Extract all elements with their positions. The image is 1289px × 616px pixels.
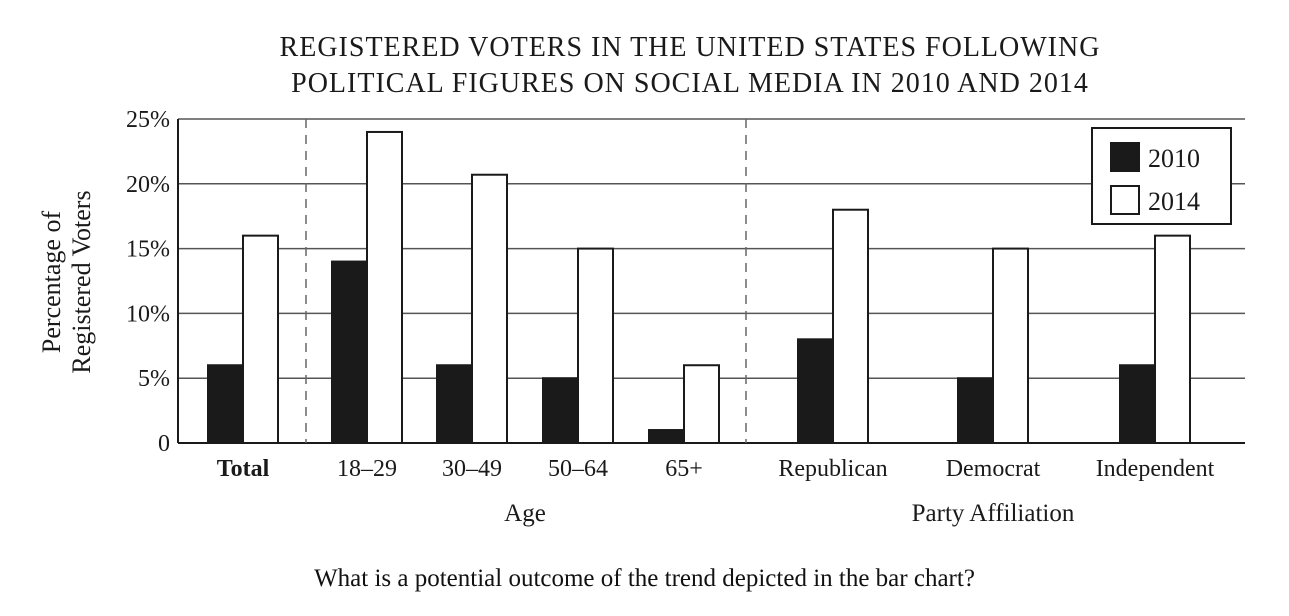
plot-area: 0 5% 10% 15% 20% 25% Total 18–29 30–49 50–64 65+ Re…	[126, 107, 1245, 527]
bar-2010-Total	[207, 364, 244, 444]
x-tick-label: 50–64	[548, 456, 608, 482]
bar-2014-Democrat	[992, 247, 1029, 444]
bar-2014-Total	[242, 234, 279, 444]
y-axis-label: Percentage of Registered Voters	[37, 190, 96, 373]
bar-2010-Republican	[797, 338, 834, 445]
y-tick-label: 10%	[126, 301, 170, 327]
bar-2014-30–49	[471, 173, 508, 444]
x-tick-label: Republican	[778, 456, 887, 482]
y-tick-label: 25%	[126, 107, 170, 133]
bar-2010-18–29	[331, 260, 368, 444]
bar-2010-65+	[648, 429, 685, 445]
group-label: Party Affiliation	[912, 500, 1075, 527]
group-label: Age	[504, 500, 546, 527]
bar-2010-30–49	[436, 364, 473, 444]
bar-2014-50–64	[577, 247, 614, 444]
legend-label-2010: 2010	[1148, 144, 1200, 173]
bar-2010-Independent	[1119, 364, 1156, 444]
x-tick-label: 18–29	[337, 456, 397, 482]
legend: 2010 2014	[1091, 127, 1232, 225]
bar-2014-18–29	[366, 130, 403, 445]
chart-title-line-1: REGISTERED VOTERS IN THE UNITED STATES F…	[280, 32, 1101, 63]
y-axis-label-line-2: Registered Voters	[67, 190, 96, 373]
question-text: What is a potential outcome of the trend…	[314, 565, 975, 592]
x-tick-label: Democrat	[946, 456, 1041, 482]
x-tick-label: 65+	[665, 456, 703, 482]
bar-2014-Republican	[832, 208, 869, 444]
legend-swatch-2014	[1110, 185, 1140, 215]
bar-chart: REGISTERED VOTERS IN THE UNITED STATES F…	[37, 32, 1245, 527]
x-tick-label: Independent	[1096, 456, 1215, 482]
y-tick-label: 15%	[126, 237, 170, 263]
x-tick-label: 30–49	[442, 456, 502, 482]
y-tick-label: 0	[158, 431, 170, 457]
legend-swatch-2010	[1110, 142, 1140, 172]
bar-2010-50–64	[542, 377, 579, 445]
bar-2010-Democrat	[957, 377, 994, 445]
chart-title-line-2: POLITICAL FIGURES ON SOCIAL MEDIA IN 201…	[291, 68, 1089, 99]
y-tick-label: 5%	[138, 366, 170, 392]
y-axis-label-line-1: Percentage of	[37, 211, 66, 354]
legend-label-2014: 2014	[1148, 187, 1200, 216]
x-tick-label: Total	[217, 456, 270, 482]
bar-2014-Independent	[1154, 234, 1191, 444]
y-tick-label: 20%	[126, 172, 170, 198]
bar-2014-65+	[683, 364, 720, 444]
